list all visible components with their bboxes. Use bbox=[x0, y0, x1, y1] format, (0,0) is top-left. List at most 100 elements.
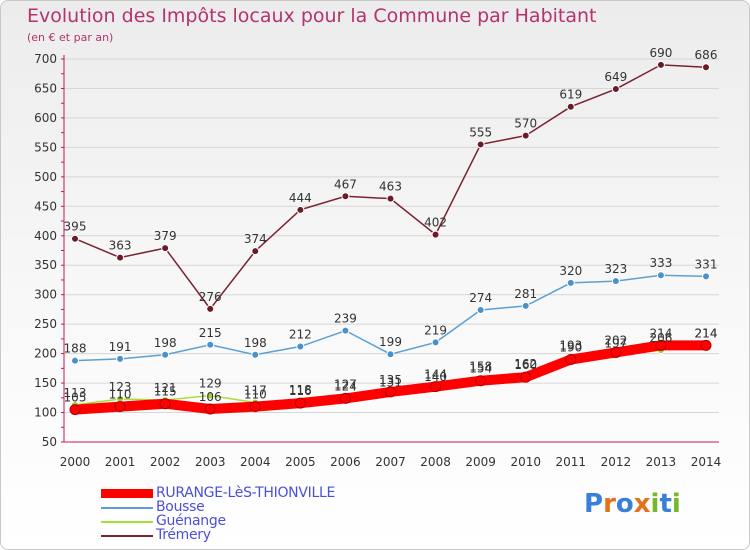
data-point bbox=[206, 304, 215, 313]
legend-label-tremery: Trémery bbox=[156, 527, 211, 543]
data-label: 198 bbox=[154, 336, 177, 350]
x-tick-label: 2005 bbox=[285, 455, 316, 469]
y-tick-label: 400 bbox=[34, 229, 57, 243]
data-label: 212 bbox=[289, 328, 312, 342]
data-label: 121 bbox=[154, 381, 177, 395]
x-tick-label: 2002 bbox=[150, 455, 181, 469]
data-label: 191 bbox=[109, 340, 132, 354]
data-label: 619 bbox=[559, 88, 582, 102]
data-point bbox=[565, 354, 577, 366]
data-label: 140 bbox=[424, 370, 447, 384]
data-point bbox=[204, 403, 216, 415]
legend-swatch-tremery bbox=[101, 535, 153, 537]
data-label: 320 bbox=[559, 264, 582, 278]
data-point bbox=[430, 381, 442, 393]
logo-letter: o bbox=[615, 489, 634, 519]
x-tick-label: 2004 bbox=[240, 455, 271, 469]
data-point bbox=[431, 338, 440, 347]
legend-swatch-bousse bbox=[101, 507, 153, 509]
data-label: 197 bbox=[604, 336, 627, 350]
y-tick-label: 200 bbox=[34, 347, 57, 361]
data-label: 444 bbox=[289, 191, 312, 205]
data-point bbox=[386, 350, 395, 359]
data-label: 190 bbox=[559, 341, 582, 355]
data-point bbox=[251, 247, 260, 256]
data-label: 323 bbox=[604, 262, 627, 276]
data-point bbox=[339, 392, 351, 404]
logo-letter: t bbox=[659, 489, 672, 519]
y-tick-label: 300 bbox=[34, 288, 57, 302]
data-label: 115 bbox=[154, 385, 177, 399]
data-point bbox=[475, 375, 487, 387]
data-label: 690 bbox=[649, 46, 672, 60]
data-point bbox=[296, 205, 305, 214]
data-label: 110 bbox=[109, 388, 132, 402]
data-label: 135 bbox=[379, 373, 402, 387]
data-label: 158 bbox=[469, 359, 492, 373]
legend-swatch-rurange bbox=[101, 489, 153, 498]
x-tick-label: 2012 bbox=[601, 455, 632, 469]
data-label: 333 bbox=[649, 256, 672, 270]
data-label: 395 bbox=[64, 220, 87, 234]
data-point bbox=[159, 398, 171, 410]
x-tick-label: 2001 bbox=[105, 455, 136, 469]
data-point bbox=[161, 350, 170, 359]
data-label: 154 bbox=[469, 362, 492, 376]
data-point bbox=[611, 277, 620, 286]
data-label: 570 bbox=[514, 117, 537, 131]
data-label: 276 bbox=[199, 290, 222, 304]
y-tick-label: 550 bbox=[34, 140, 57, 154]
data-label: 649 bbox=[604, 70, 627, 84]
data-point bbox=[521, 131, 530, 140]
data-point bbox=[431, 230, 440, 239]
data-label: 110 bbox=[244, 388, 267, 402]
data-label: 131 bbox=[379, 375, 402, 389]
data-point bbox=[520, 371, 532, 383]
data-point bbox=[476, 306, 485, 315]
data-label: 106 bbox=[199, 390, 222, 404]
logo-letter: P bbox=[584, 489, 604, 519]
y-tick-label: 500 bbox=[34, 170, 57, 184]
logo-letter: i bbox=[650, 489, 660, 519]
data-label: 402 bbox=[424, 216, 447, 230]
data-label: 116 bbox=[289, 384, 312, 398]
data-label: 331 bbox=[695, 257, 718, 271]
x-tick-label: 2010 bbox=[510, 455, 541, 469]
data-label: 215 bbox=[199, 326, 222, 340]
data-label: 129 bbox=[199, 376, 222, 390]
y-tick-label: 600 bbox=[34, 111, 57, 125]
x-tick-label: 2013 bbox=[646, 455, 677, 469]
data-label: 379 bbox=[154, 229, 177, 243]
data-point bbox=[611, 85, 620, 94]
data-label: 193 bbox=[559, 339, 582, 353]
data-point bbox=[69, 404, 81, 416]
legend-swatch-guenange bbox=[101, 521, 153, 523]
data-label: 274 bbox=[469, 291, 492, 305]
data-point bbox=[161, 244, 170, 253]
data-point bbox=[655, 339, 667, 351]
x-tick-label: 2007 bbox=[375, 455, 406, 469]
data-label: 463 bbox=[379, 180, 402, 194]
data-label: 219 bbox=[424, 323, 447, 337]
data-label: 127 bbox=[334, 378, 357, 392]
data-point bbox=[702, 272, 710, 281]
x-tick-label: 2008 bbox=[420, 455, 451, 469]
data-label: 113 bbox=[64, 386, 87, 400]
x-tick-label: 2003 bbox=[195, 455, 226, 469]
data-label: 162 bbox=[514, 357, 537, 371]
data-label: 686 bbox=[695, 48, 718, 62]
data-point bbox=[114, 401, 126, 413]
x-tick-label: 2000 bbox=[60, 455, 91, 469]
data-point bbox=[386, 194, 395, 203]
data-point bbox=[385, 386, 396, 398]
legend-label-guenange: Guénange bbox=[156, 513, 226, 529]
data-point bbox=[610, 346, 622, 358]
chart-subtitle: (en € et par an) bbox=[27, 31, 114, 44]
logo-letter: i bbox=[671, 489, 681, 519]
logo-letter: r bbox=[603, 489, 616, 519]
data-label: 239 bbox=[334, 312, 357, 326]
data-label: 214 bbox=[649, 326, 672, 340]
data-point bbox=[116, 253, 125, 262]
